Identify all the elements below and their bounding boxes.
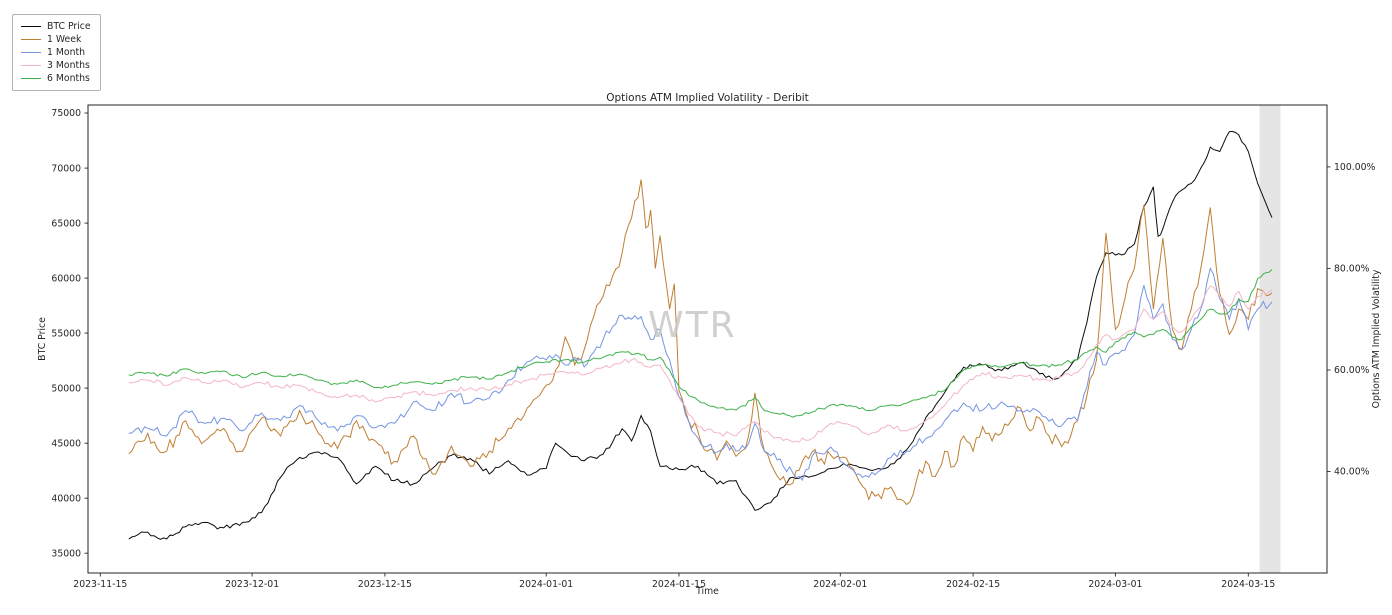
series-btc-price (128, 130, 1273, 540)
y-left-tick-label: 75000 (51, 108, 81, 119)
chart-title: Options ATM Implied Volatility - Deribit (606, 92, 809, 104)
legend-swatch-1-week (21, 39, 41, 40)
plot-border (87, 104, 1328, 574)
x-tick-label: 2024-02-01 (813, 579, 867, 590)
y-left-tick-label: 40000 (51, 493, 81, 504)
legend-item-6-months: 6 Months (21, 72, 91, 85)
legend-swatch-btc-price (21, 26, 41, 27)
y-right-tick-label: 40.00% (1334, 467, 1370, 478)
series-6-months (128, 269, 1273, 418)
y-right-tick-label: 80.00% (1334, 264, 1370, 275)
y-right-tick-label: 60.00% (1334, 365, 1370, 376)
legend-swatch-3-months (21, 65, 41, 66)
x-tick-label: 2024-03-01 (1088, 579, 1142, 590)
legend-item-3-months: 3 Months (21, 59, 91, 72)
legend-label: 6 Months (47, 73, 90, 84)
x-tick-label: 2024-02-15 (946, 579, 1000, 590)
series-1-month (128, 267, 1273, 482)
x-tick-label: 2023-12-15 (358, 579, 412, 590)
y-right-tick-label: 100.00% (1334, 162, 1376, 173)
legend-item-1-week: 1 Week (21, 33, 91, 46)
highlight-band (1259, 105, 1281, 573)
x-tick-label: 2024-03-15 (1221, 579, 1275, 590)
y-left-tick-label: 70000 (51, 163, 81, 174)
y-right-axis-label: Options ATM Implied Volatility (1371, 269, 1382, 408)
y-left-tick-label: 60000 (51, 273, 81, 284)
x-tick-label: 2023-12-01 (225, 579, 279, 590)
legend-item-btc-price: BTC Price (21, 20, 91, 33)
y-left-tick-label: 35000 (51, 548, 81, 559)
watermark-text: WTR (648, 305, 737, 346)
y-left-axis-label: BTC Price (37, 317, 48, 361)
x-tick-label: 2024-01-01 (519, 579, 573, 590)
x-tick-label: 2024-01-15 (652, 579, 706, 590)
legend-swatch-1-month (21, 52, 41, 53)
y-left-tick-label: 45000 (51, 438, 81, 449)
legend-label: 1 Month (47, 47, 86, 58)
legend-label: 1 Week (47, 34, 82, 45)
legend-swatch-6-months (21, 78, 41, 79)
legend-label: 3 Months (47, 60, 90, 71)
y-left-tick-label: 55000 (51, 328, 81, 339)
y-left-tick-label: 50000 (51, 383, 81, 394)
legend-item-1-month: 1 Month (21, 46, 91, 59)
y-left-tick-label: 65000 (51, 218, 81, 229)
legend-label: BTC Price (47, 21, 91, 32)
legend: BTC Price 1 Week 1 Month 3 Months 6 Mont… (12, 14, 101, 91)
x-tick-label: 2023-11-15 (73, 579, 127, 590)
series-3-months (128, 285, 1273, 443)
x-axis-label: Time (695, 586, 719, 597)
